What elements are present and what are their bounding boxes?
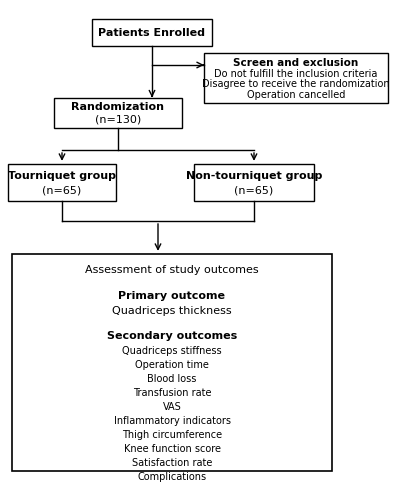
Text: Do not fulfill the inclusion criteria: Do not fulfill the inclusion criteria <box>214 69 378 79</box>
Text: Thigh circumference: Thigh circumference <box>122 430 222 440</box>
Text: Tourniquet group: Tourniquet group <box>8 171 116 181</box>
Text: Disagree to receive the randomization: Disagree to receive the randomization <box>202 80 390 90</box>
Bar <box>12 254 332 471</box>
Text: Primary outcome: Primary outcome <box>118 290 226 300</box>
Text: Transfusion rate: Transfusion rate <box>133 388 211 398</box>
Text: Knee function score: Knee function score <box>124 444 220 454</box>
Text: Operation cancelled: Operation cancelled <box>247 90 345 100</box>
Text: Quadriceps thickness: Quadriceps thickness <box>112 306 232 316</box>
Text: (n=65): (n=65) <box>42 186 82 196</box>
Bar <box>204 52 388 102</box>
Text: (n=65): (n=65) <box>234 186 274 196</box>
Text: (n=130): (n=130) <box>95 114 141 124</box>
Bar <box>8 164 116 201</box>
Text: Patients Enrolled: Patients Enrolled <box>98 28 206 38</box>
Text: Operation time: Operation time <box>135 360 209 370</box>
Text: Satisfaction rate: Satisfaction rate <box>132 458 212 468</box>
Text: Complications: Complications <box>138 472 206 482</box>
Text: Assessment of study outcomes: Assessment of study outcomes <box>85 265 259 275</box>
Text: Inflammatory indicators: Inflammatory indicators <box>114 416 230 426</box>
Bar <box>194 164 314 201</box>
Text: Screen and exclusion: Screen and exclusion <box>233 58 359 68</box>
Text: Quadriceps stiffness: Quadriceps stiffness <box>122 346 222 356</box>
Bar <box>92 18 212 46</box>
Text: Blood loss: Blood loss <box>147 374 197 384</box>
Text: VAS: VAS <box>163 402 181 412</box>
Text: Non-tourniquet group: Non-tourniquet group <box>186 171 322 181</box>
Bar <box>54 98 182 128</box>
Text: Secondary outcomes: Secondary outcomes <box>107 331 237 341</box>
Text: Randomization: Randomization <box>72 102 164 113</box>
